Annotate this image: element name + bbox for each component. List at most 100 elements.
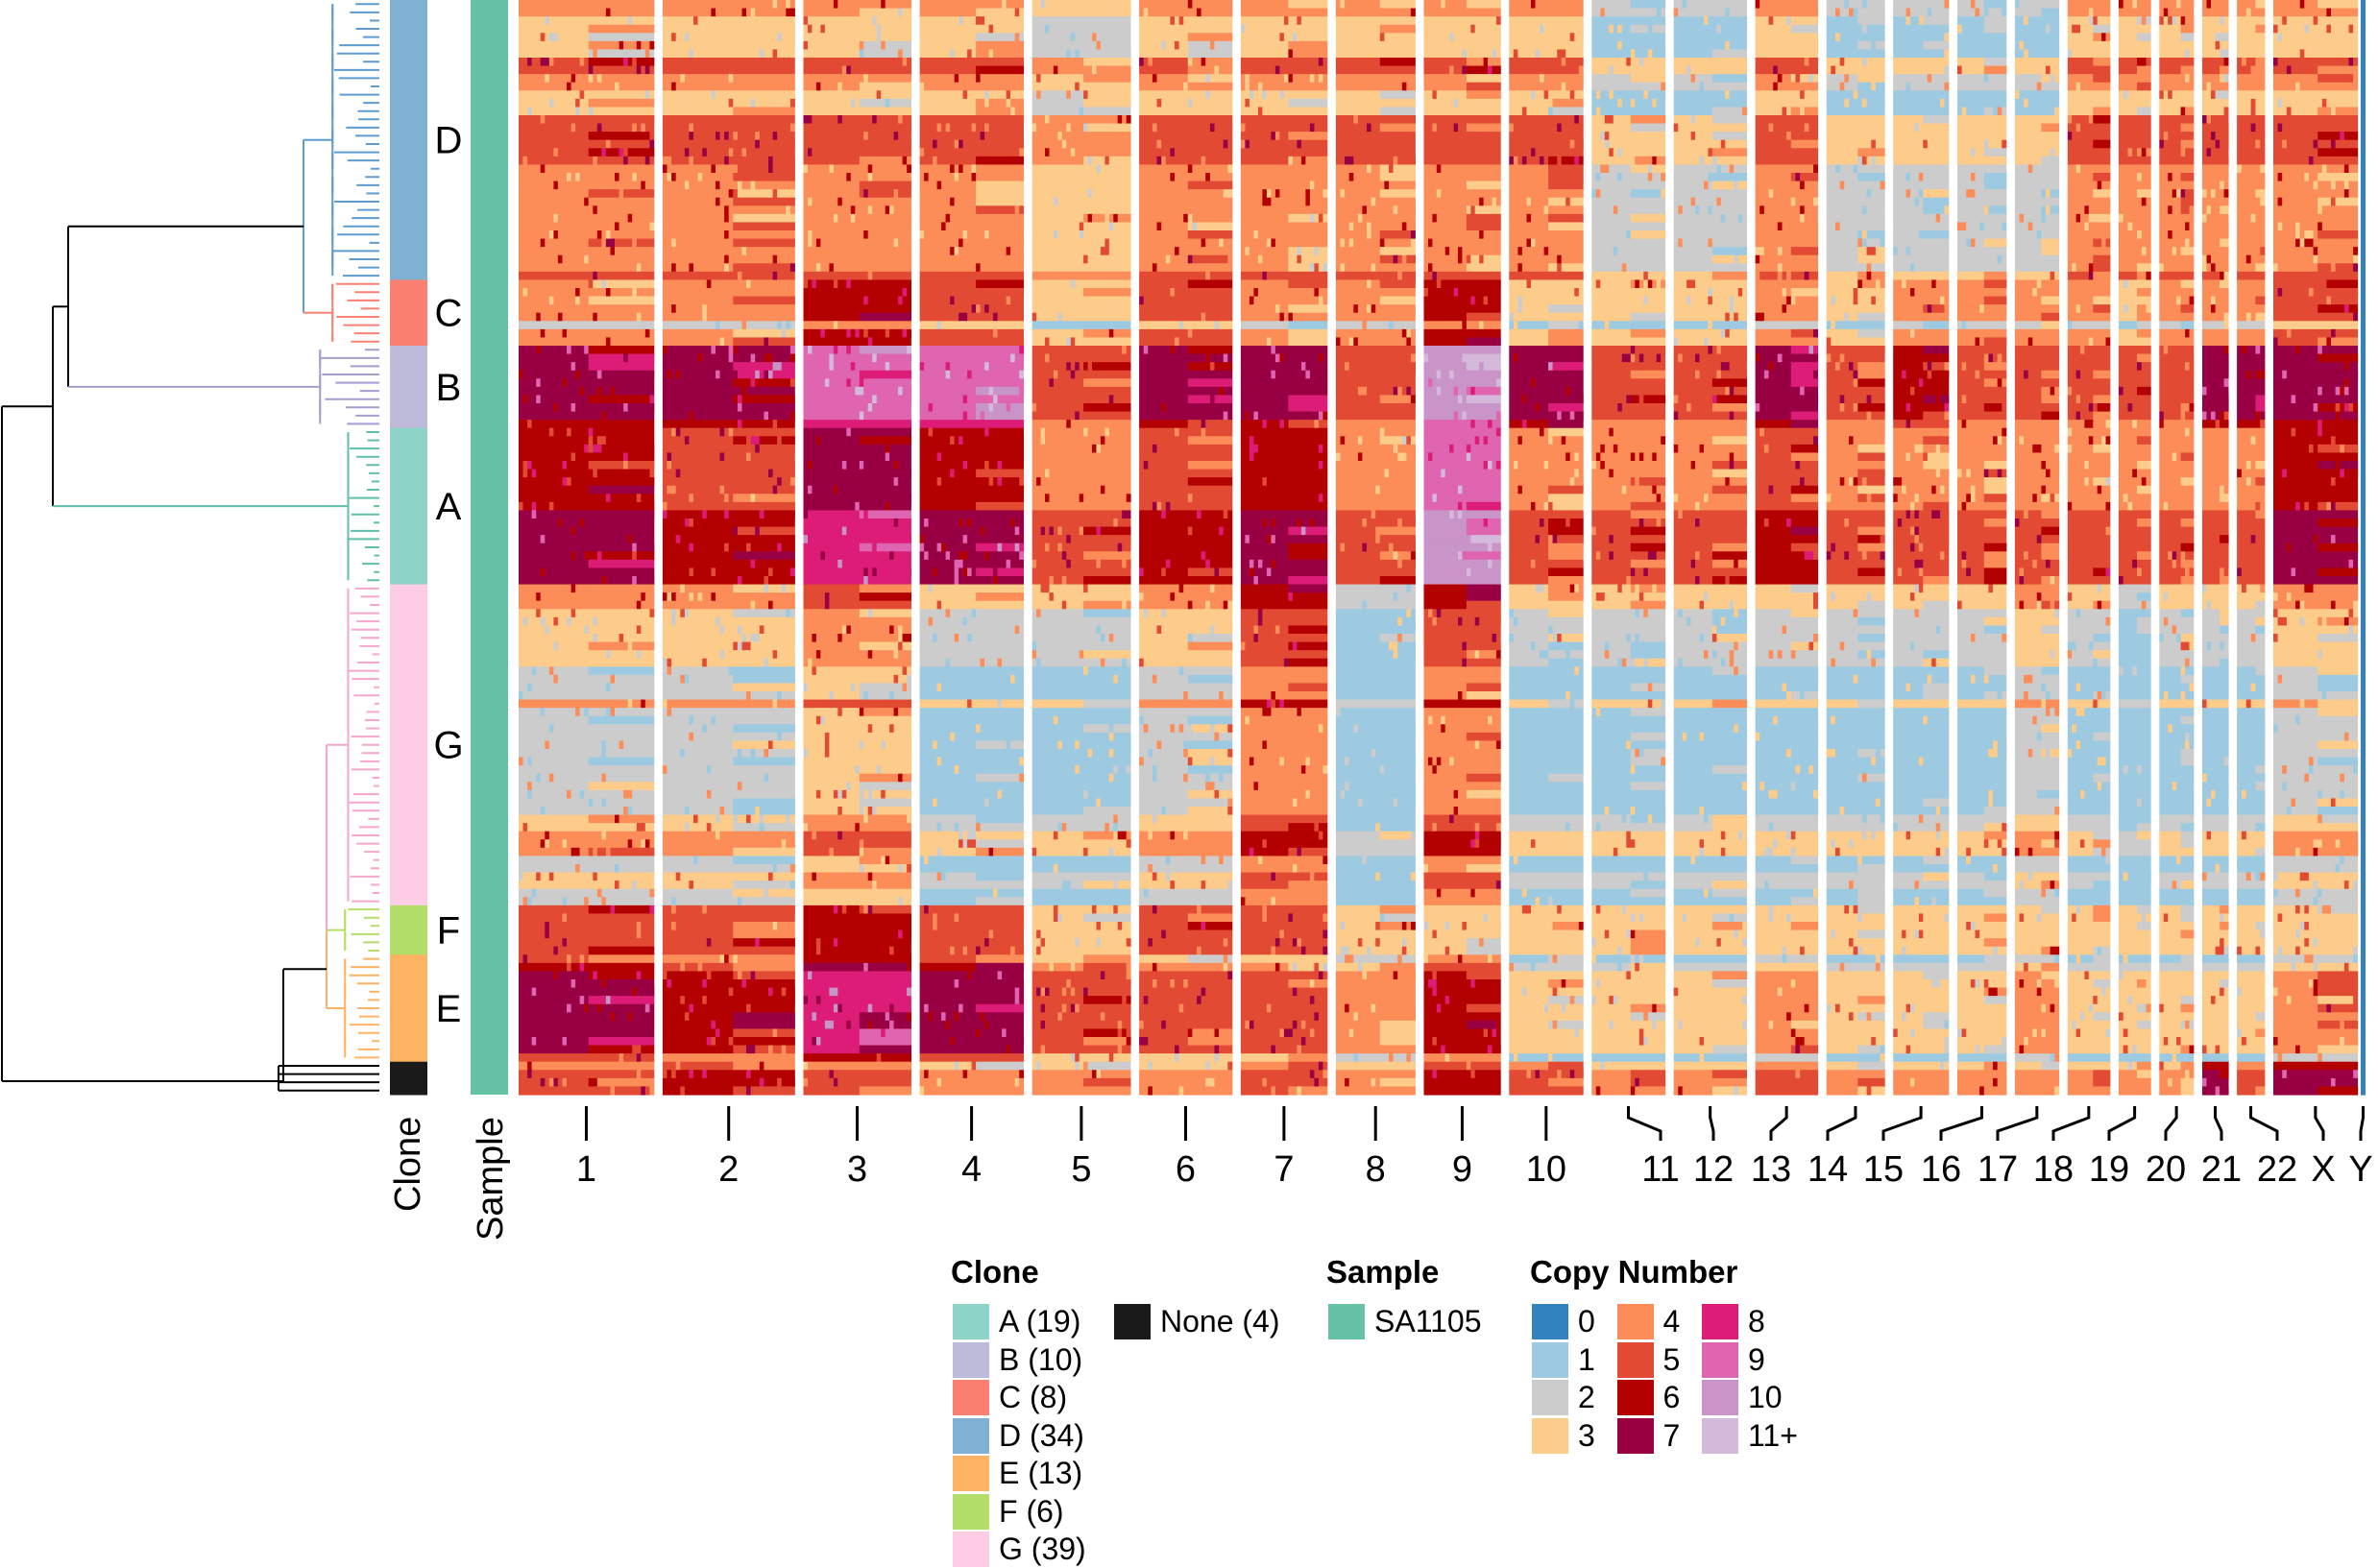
cn-cell (1923, 501, 1950, 512)
cn-cell (1849, 519, 1885, 528)
cn-cell (562, 254, 585, 264)
cn-cell (2211, 82, 2229, 91)
cn-cell (1755, 494, 1792, 503)
cn-cell (1175, 337, 1179, 347)
cn-cell (772, 420, 778, 429)
cn-cell (746, 247, 795, 256)
cn-cell (1905, 370, 1929, 379)
cn-cell (1635, 156, 1653, 166)
cn-cell (962, 519, 968, 528)
cn-cell (1686, 279, 1696, 289)
cn-cell (1826, 494, 1832, 503)
cn-cell (1453, 65, 1463, 75)
cn-cell (2273, 279, 2327, 289)
cn-cell (519, 362, 571, 372)
cn-cell (837, 213, 852, 224)
cn-cell (907, 288, 911, 298)
cn-cell (2172, 189, 2177, 199)
cn-cell (1006, 296, 1011, 305)
cn-cell (2168, 8, 2195, 17)
cn-cell (1521, 107, 1527, 116)
cn-cell (1509, 427, 1541, 437)
cn-cell (2185, 74, 2190, 84)
cn-cell (1604, 115, 1614, 125)
cn-cell (1031, 107, 1080, 116)
cn-cell (519, 123, 571, 133)
cn-cell (527, 420, 532, 429)
cn-cell (1673, 24, 1717, 34)
cn-cell (2211, 296, 2216, 305)
cn-cell (1470, 24, 1476, 34)
cn-cell (662, 312, 703, 322)
cn-cell (1923, 115, 1950, 125)
cn-cell (1509, 123, 1515, 133)
cn-cell (1240, 501, 1328, 512)
cn-cell (2326, 164, 2345, 174)
cn-cell (1509, 173, 1549, 182)
cn-cell (1923, 173, 1950, 182)
cn-cell (2118, 519, 2138, 528)
cn-cell (1483, 436, 1489, 446)
cn-cell (1509, 230, 1584, 240)
cn-cell (1737, 213, 1743, 224)
cn-cell (2308, 444, 2314, 454)
cn-cell (2313, 444, 2318, 454)
cn-cell (833, 362, 852, 372)
cn-cell (2304, 173, 2310, 182)
cn-cell (522, 288, 528, 298)
cn-cell (2101, 181, 2111, 190)
cn-cell (1630, 230, 1666, 240)
cn-cell (1126, 494, 1131, 503)
cn-cell (1905, 8, 1911, 17)
cn-cell (1509, 321, 1515, 330)
cn-cell (627, 213, 633, 224)
cn-cell (1083, 123, 1088, 133)
cn-cell (2176, 189, 2181, 199)
cn-cell (1690, 74, 1696, 84)
cn-cell (2206, 213, 2229, 224)
cn-cell (755, 444, 761, 454)
cn-cell (627, 403, 655, 413)
cn-cell (2067, 411, 2076, 421)
cn-cell (1673, 378, 1713, 388)
cn-cell (2014, 164, 2029, 174)
cn-cell (1314, 420, 1320, 429)
cn-cell (867, 173, 873, 182)
cn-cell (2273, 444, 2310, 454)
cn-cell (2250, 65, 2266, 75)
cn-cell (1509, 247, 1518, 256)
cn-cell (936, 139, 955, 149)
cn-cell (1600, 107, 1666, 116)
cn-cell (1197, 510, 1201, 519)
cn-cell (833, 485, 838, 495)
cn-cell (1661, 279, 1666, 289)
cn-cell (1673, 16, 1705, 26)
cn-cell (1902, 279, 1906, 289)
cn-cell (2067, 501, 2073, 512)
cn-cell (1626, 395, 1632, 404)
cn-cell (1561, 254, 1584, 264)
cn-cell (636, 288, 655, 298)
cn-cell (936, 452, 942, 462)
cn-cell (750, 452, 795, 462)
cn-cell (1353, 238, 1381, 248)
cn-cell (1808, 58, 1819, 67)
cn-cell (662, 501, 667, 512)
cn-cell (984, 230, 989, 240)
cn-cell (1997, 436, 2002, 446)
cn-cell (859, 189, 864, 199)
cn-cell (988, 98, 1007, 109)
cn-cell (980, 132, 985, 141)
cn-cell (2223, 189, 2229, 199)
cn-cell (1763, 205, 1801, 215)
cn-cell (1826, 337, 1832, 347)
cn-cell (2159, 519, 2181, 528)
cn-cell (2137, 33, 2151, 42)
cn-cell (1049, 494, 1080, 503)
cn-cell (1423, 222, 1468, 231)
cn-cell (2046, 205, 2050, 215)
cn-cell (1993, 353, 1998, 363)
cn-cell (1432, 213, 1438, 224)
cn-cell (772, 0, 778, 10)
cn-cell (1335, 337, 1341, 347)
